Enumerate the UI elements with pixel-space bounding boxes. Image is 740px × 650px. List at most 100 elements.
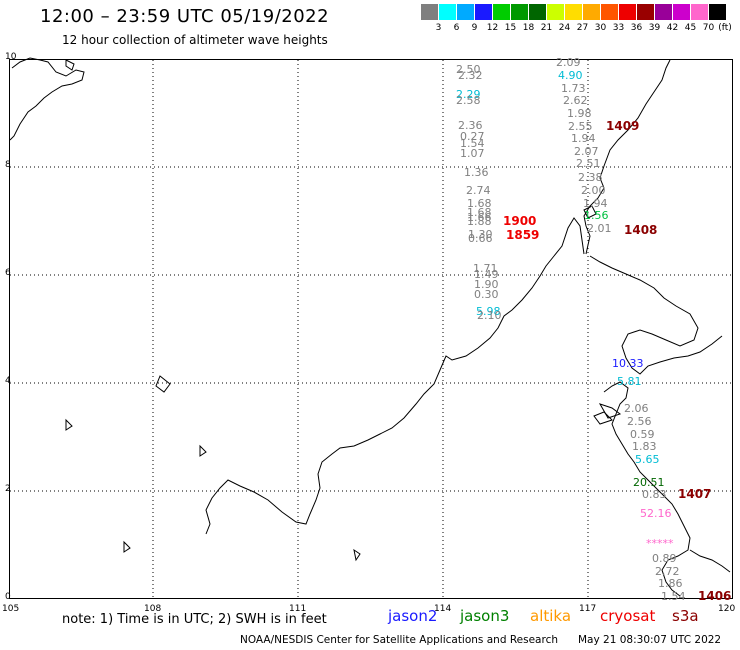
scale-swatch [547, 4, 564, 20]
wave-height-reading: 2.06 [624, 402, 649, 415]
wave-height-reading: 2.74 [466, 184, 491, 197]
legend-jason2: jason2 [388, 607, 438, 625]
wave-height-reading: 10.33 [612, 357, 644, 370]
wave-height-reading: 1.49 [474, 268, 499, 281]
scale-label: 21 [540, 23, 553, 33]
coastline [9, 57, 731, 597]
footer-credit: NOAA/NESDIS Center for Satellite Applica… [240, 634, 558, 646]
wave-height-reading: 0.83 [642, 488, 667, 501]
wave-height-reading: 1.68 [467, 197, 492, 210]
lat-tick-label: 2 [5, 484, 11, 494]
wave-height-reading: 1.07 [460, 147, 485, 160]
wave-height-reading: 2.29 [456, 88, 481, 101]
scale-label: 15 [504, 23, 517, 33]
pass-time-label: 1408 [624, 223, 658, 237]
wave-height-reading: 1.73 [561, 82, 586, 95]
legend-s3a: s3a [672, 607, 699, 625]
footer-timestamp: May 21 08:30:07 UTC 2022 [578, 634, 722, 646]
wave-height-reading: 4.90 [558, 69, 583, 82]
scale-swatch [691, 4, 708, 20]
wave-height-reading: 2.10 [477, 309, 502, 322]
scale-swatch [655, 4, 672, 20]
scale-swatch [457, 4, 474, 20]
scale-unit: (ft) [718, 23, 732, 33]
wave-height-reading: 0.27 [460, 130, 485, 143]
pass-time-label: 1900 [503, 214, 537, 228]
wave-height-reading: 1.54 [460, 137, 485, 150]
scale-label: 42 [666, 23, 679, 33]
wave-height-reading: 0.66 [468, 232, 493, 245]
lon-tick-label: 105 [2, 604, 20, 614]
lon-tick-label: 117 [579, 604, 597, 614]
scale-swatch [637, 4, 654, 20]
pass-time-label: 1409 [606, 119, 640, 133]
wave-height-reading: 2.72 [655, 565, 680, 578]
scale-swatch [529, 4, 546, 20]
wave-height-reading: 0.59 [630, 428, 655, 441]
legend-note: note: 1) Time is in UTC; 2) SWH is in fe… [62, 612, 327, 627]
scale-label: 12 [486, 23, 499, 33]
lon-tick-label: 120 [718, 604, 736, 614]
scale-swatch [619, 4, 636, 20]
wave-height-reading: 1.98 [567, 107, 592, 120]
scale-swatch [475, 4, 492, 20]
scale-swatch [673, 4, 690, 20]
scale-swatch [709, 4, 726, 20]
wave-height-reading: 1.66 [467, 211, 492, 224]
scale-label: 45 [684, 23, 697, 33]
wave-height-reading: 2.50 [456, 63, 481, 76]
wave-height-reading: 52.16 [640, 507, 672, 520]
wave-height-reading: 5.81 [617, 375, 642, 388]
scale-label: 18 [522, 23, 535, 33]
scale-label: 27 [576, 23, 589, 33]
wave-height-reading: 2.01 [587, 222, 612, 235]
wave-height-reading: 2.58 [456, 94, 481, 107]
pass-time-label: 1859 [506, 228, 540, 242]
lat-tick-label: 10 [5, 52, 17, 62]
pass-time-label: 1407 [678, 487, 712, 501]
scale-swatch [493, 4, 510, 20]
map-frame [9, 59, 733, 599]
wave-height-reading: 2.62 [563, 94, 588, 107]
wave-height-reading: 1.86 [658, 577, 683, 590]
wave-height-reading: ***** [646, 537, 674, 550]
map-subtitle: 12 hour collection of altimeter wave hei… [62, 33, 328, 47]
wave-height-reading: 5.65 [635, 453, 660, 466]
wave-height-reading: 2.36 [458, 119, 483, 132]
scale-label: 3 [435, 23, 442, 33]
scale-label: 70 [702, 23, 715, 33]
legend-jason3: jason3 [460, 607, 510, 625]
scale-swatch [601, 4, 618, 20]
scale-label: 39 [648, 23, 661, 33]
map-title: 12:00 – 23:59 UTC 05/19/2022 [40, 6, 330, 27]
wave-height-reading: 1.71 [473, 262, 498, 275]
lon-tick-label: 114 [434, 604, 452, 614]
scale-label: 33 [612, 23, 625, 33]
wave-height-reading: 2.07 [574, 145, 599, 158]
lat-tick-label: 4 [5, 376, 11, 386]
wave-height-reading: 20.51 [633, 476, 665, 489]
pass-time-label: 1406 [698, 589, 732, 603]
legend-altika: altika [530, 607, 572, 625]
wave-height-reading: 5.98 [476, 305, 501, 318]
wave-height-reading: 1.90 [474, 278, 499, 291]
lat-tick-label: 6 [5, 268, 11, 278]
wave-height-reading: 0.30 [474, 288, 499, 301]
wave-height-reading: 2.51 [576, 157, 601, 170]
wave-height-reading: 0.89 [652, 552, 677, 565]
wave-height-reading: 1.94 [571, 132, 596, 145]
scale-label: 24 [558, 23, 571, 33]
wave-height-reading: 2.32 [458, 69, 483, 82]
wave-height-reading: 2.38 [578, 171, 603, 184]
wave-height-reading: 1.30 [468, 228, 493, 241]
scale-swatch [421, 4, 438, 20]
wave-height-reading: 1.68 [467, 206, 492, 219]
wave-height-reading: 2.00 [581, 184, 606, 197]
wave-height-reading: 1.36 [464, 166, 489, 179]
scale-swatch [511, 4, 528, 20]
wave-height-reading: 1.88 [467, 215, 492, 228]
lat-tick-label: 8 [5, 160, 11, 170]
wave-height-reading: 2.56 [627, 415, 652, 428]
scale-swatch [583, 4, 600, 20]
